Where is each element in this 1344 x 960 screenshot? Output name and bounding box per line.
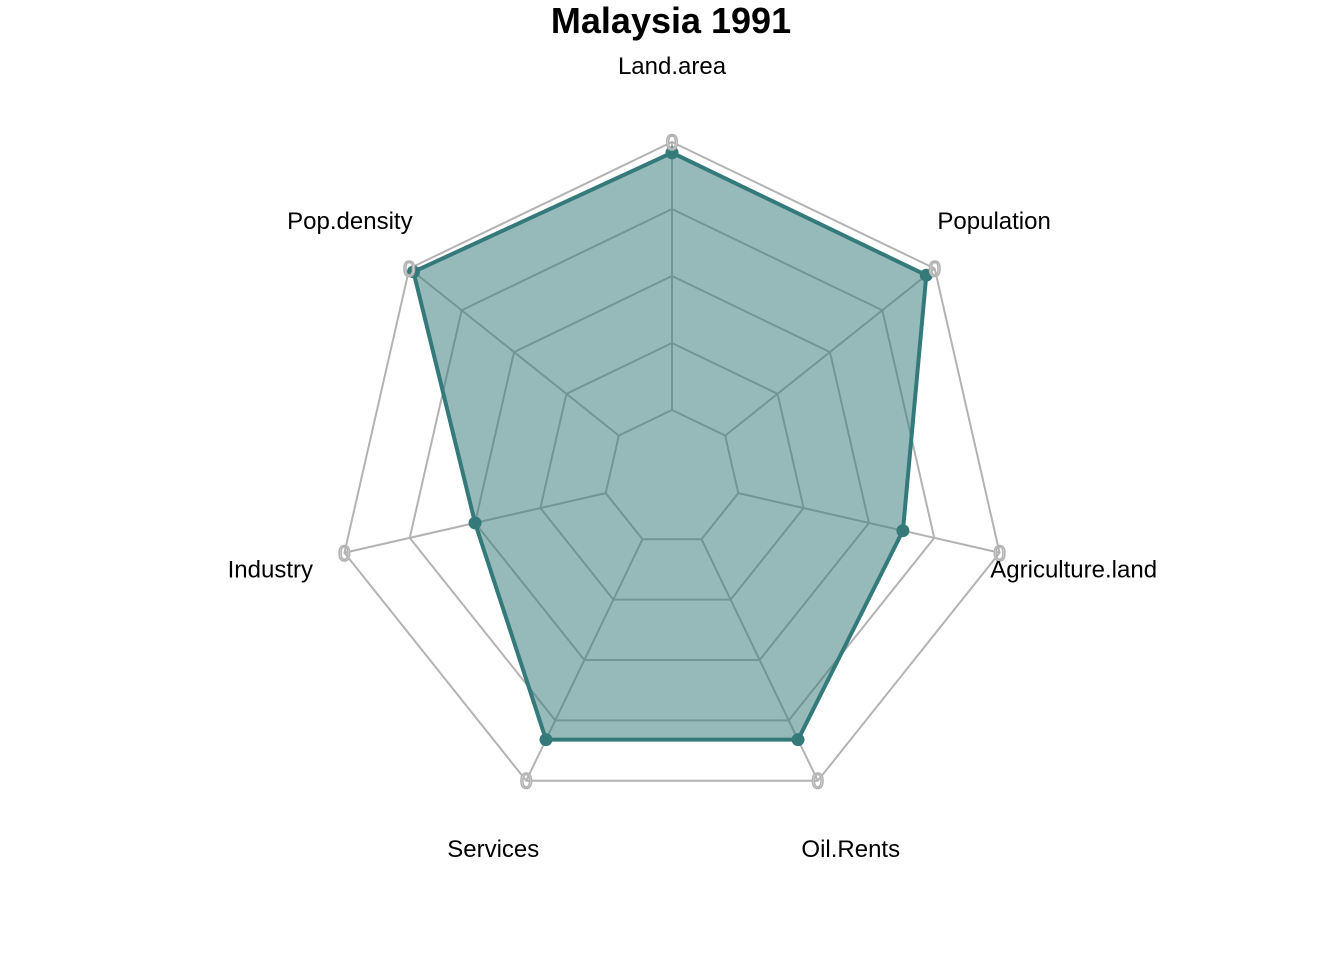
data-point-land-area [665,146,679,160]
axis-label-population: Population [937,208,1050,235]
axis-label-pop-density: Pop.density [287,208,412,235]
axis-labels: Land.area Population Agriculture.land Oil.R… [228,53,1157,863]
tick-label-services: 0 [520,769,532,794]
tick-label-industry: 0 [338,541,350,566]
data-point-industry [468,516,482,530]
data-point-oil-rents [791,733,805,747]
data-point-population [919,268,933,282]
radar-series [406,146,933,747]
tick-label-agriculture-land: 0 [993,541,1005,566]
axis-tick-labels: 0 0 0 0 0 0 0 [337,129,1006,794]
axis-label-land-area: Land.area [618,53,727,80]
tick-label-oil-rents: 0 [812,769,824,794]
axis-label-agriculture-land: Agriculture.land [990,557,1157,584]
tick-label-population: 0 [929,257,941,282]
axis-label-industry: Industry [228,557,313,584]
tick-label-land-area: 0 [666,130,678,155]
data-point-services [539,733,553,747]
grid-ring-5 [343,140,1001,782]
data-point-pop-density [406,265,420,279]
tick-label-pop-density: 0 [403,257,415,282]
series-area-1 [411,150,929,742]
chart-title: Malaysia 1991 [551,0,791,41]
data-point-agriculture-land [896,524,910,538]
axis-label-services: Services [447,836,539,863]
axis-label-oil-rents: Oil.Rents [801,836,900,863]
